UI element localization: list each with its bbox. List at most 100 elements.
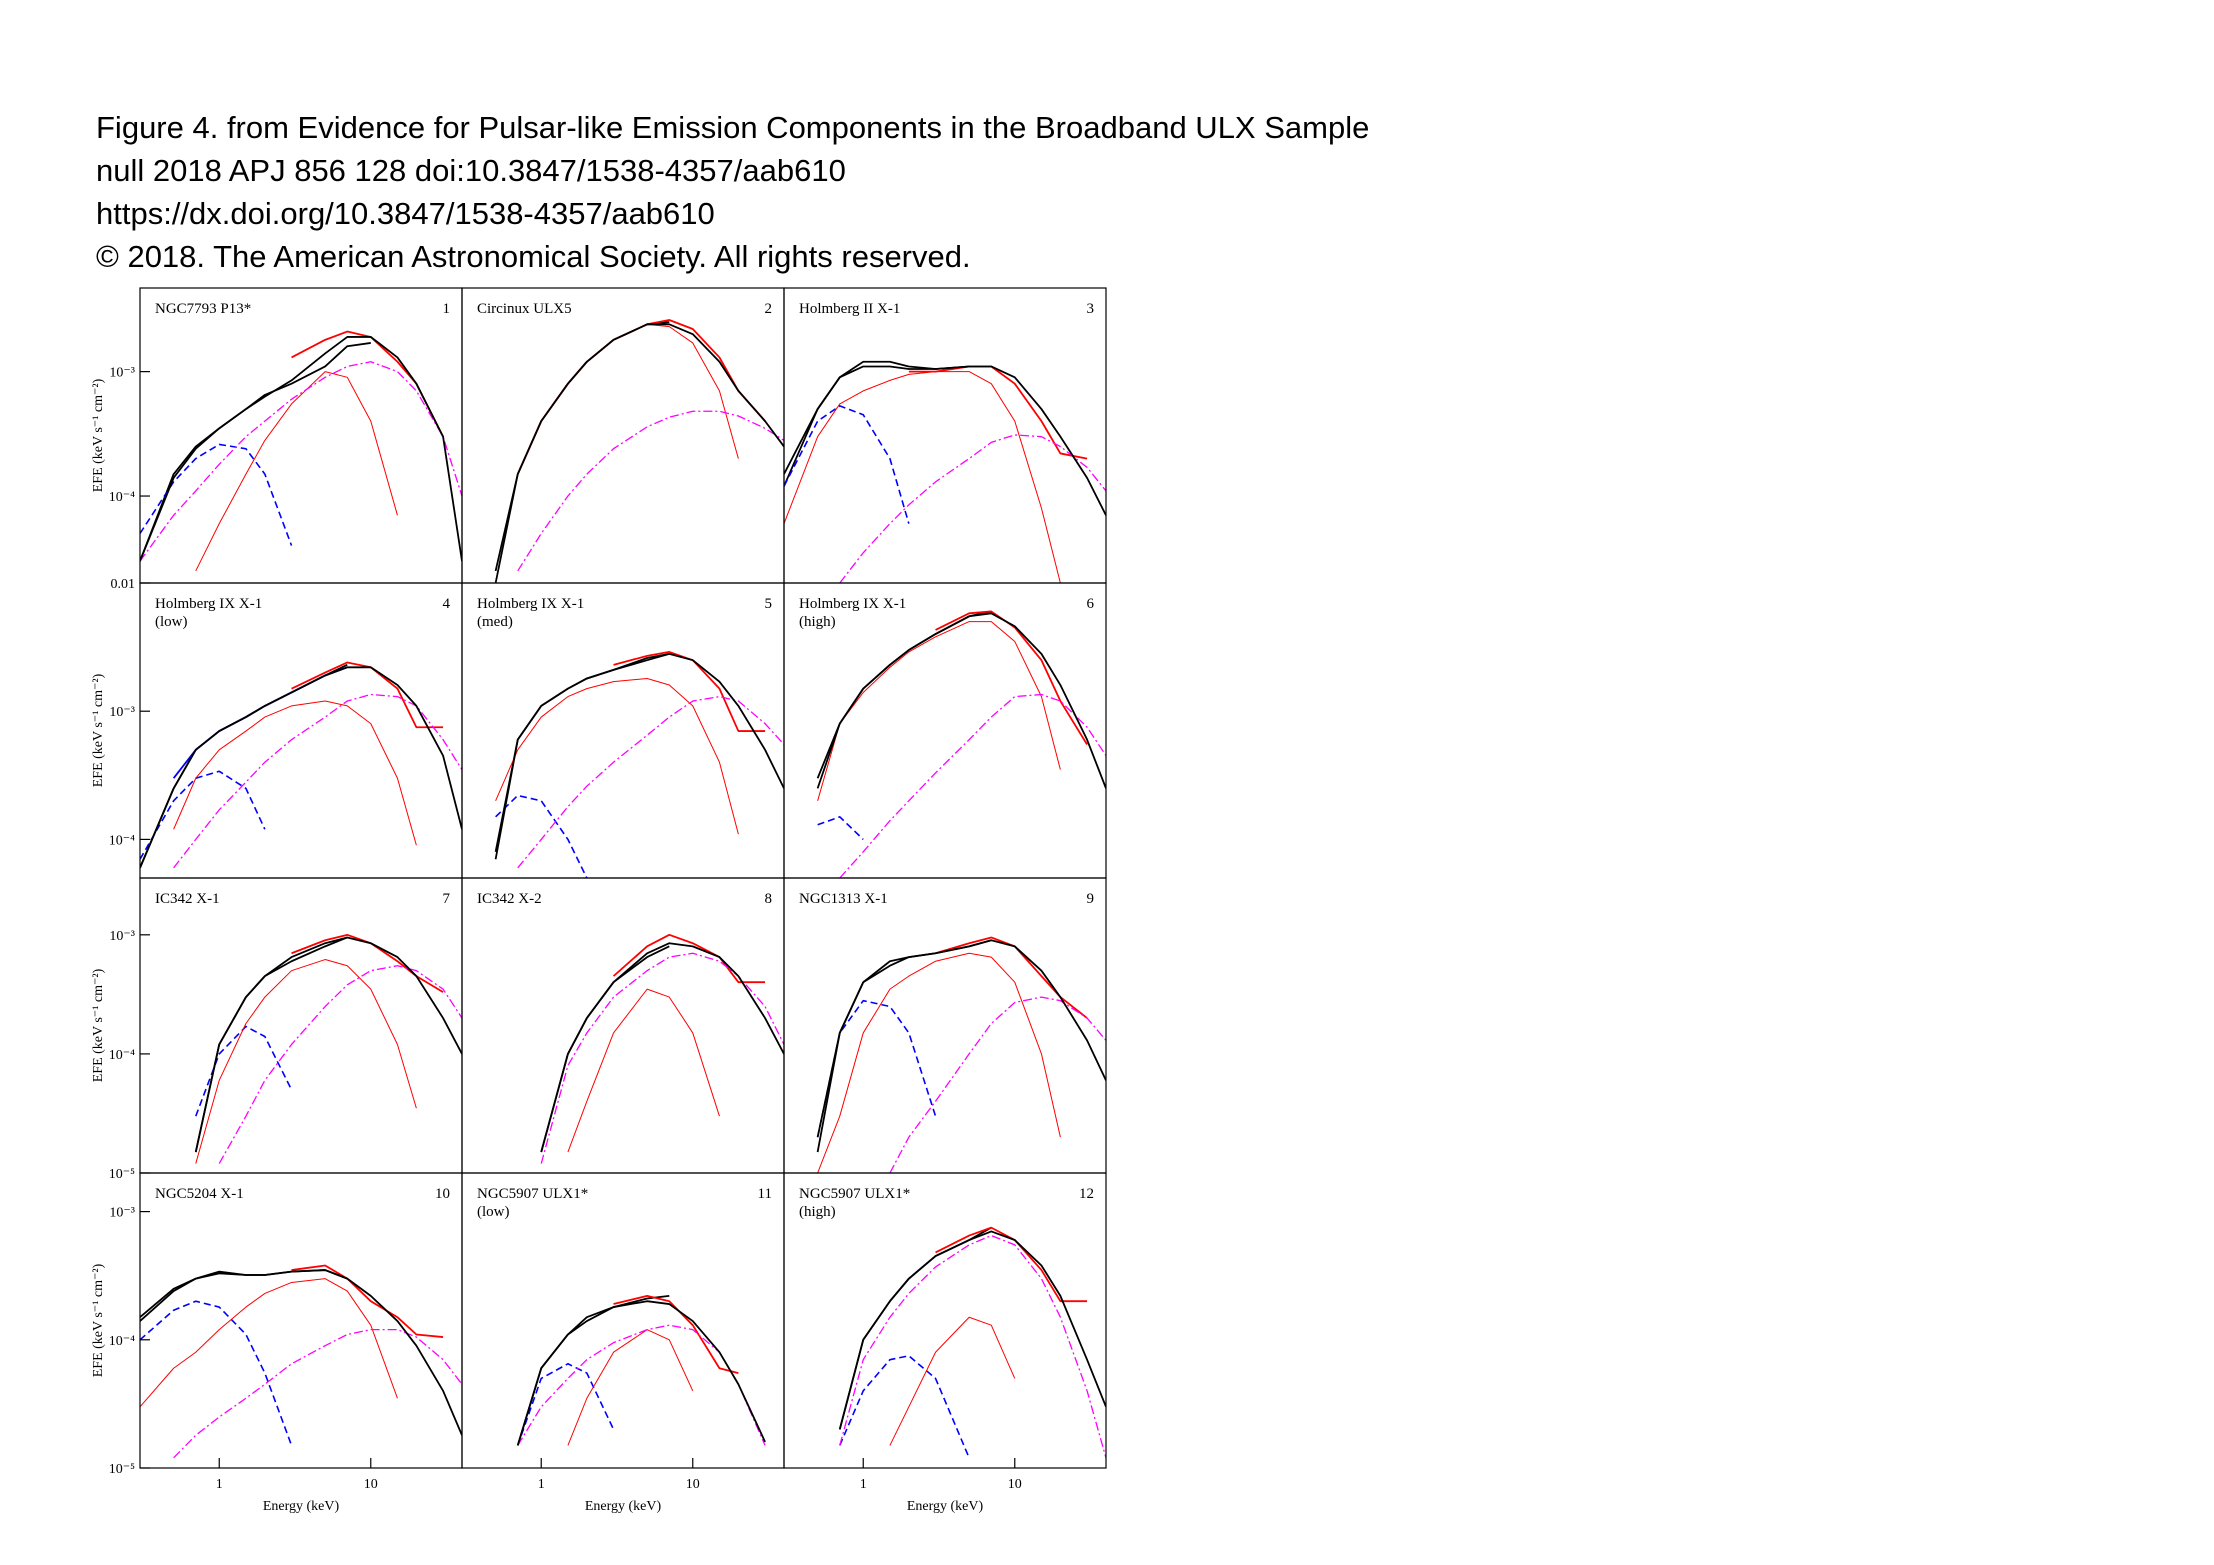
panel-title: Holmberg II X-1 bbox=[799, 301, 900, 317]
x-tick-label: 1 bbox=[860, 1477, 867, 1492]
model-line bbox=[839, 1355, 970, 1459]
model-line bbox=[889, 1316, 1016, 1446]
data-line bbox=[494, 652, 670, 853]
caption-line: Figure 4. from Evidence for Pulsar-like … bbox=[96, 110, 1369, 145]
model-line bbox=[140, 336, 462, 562]
model-line bbox=[494, 652, 784, 860]
model-line bbox=[195, 1025, 293, 1117]
y-tick-label: 10⁻⁴ bbox=[109, 833, 135, 848]
panel-frame bbox=[783, 1172, 1107, 1469]
model-line bbox=[816, 999, 937, 1138]
y-tick-label: 10⁻⁴ bbox=[109, 490, 135, 505]
y-axis-label: EFE (keV s⁻¹ cm⁻²) bbox=[91, 968, 106, 1082]
panel-number: 3 bbox=[1087, 301, 1095, 317]
panel-number: 6 bbox=[1087, 596, 1095, 612]
model-line bbox=[839, 1234, 1106, 1459]
panel-subtitle: (low) bbox=[477, 1204, 510, 1220]
data-line bbox=[838, 1226, 992, 1430]
panel-title: IC342 X-2 bbox=[477, 891, 542, 907]
model-line bbox=[195, 371, 398, 572]
data-line bbox=[816, 939, 992, 1153]
model-line bbox=[495, 677, 739, 835]
model-line bbox=[194, 936, 462, 1153]
model-line bbox=[140, 666, 462, 869]
panel-number: 9 bbox=[1087, 891, 1095, 907]
model-line bbox=[517, 1362, 615, 1446]
model-line bbox=[889, 996, 1106, 1173]
panel-title: Circinux ULX5 bbox=[477, 301, 572, 317]
data-line bbox=[613, 1295, 739, 1374]
model-line bbox=[173, 700, 417, 846]
panel-frame bbox=[783, 287, 1107, 584]
model-line bbox=[816, 939, 1106, 1138]
model-line bbox=[140, 443, 293, 546]
panel-number: 12 bbox=[1079, 1186, 1094, 1202]
panel-title: IC342 X-1 bbox=[155, 891, 220, 907]
data-line bbox=[784, 360, 970, 487]
x-axis-label: Energy (keV) bbox=[907, 1499, 984, 1514]
model-line bbox=[516, 1300, 766, 1446]
data-line bbox=[291, 330, 444, 438]
panel-frame bbox=[461, 877, 785, 1174]
panel-frame bbox=[461, 1172, 785, 1469]
panel-title: NGC5907 ULX1* bbox=[799, 1186, 910, 1202]
y-tick-label: 10⁻⁴ bbox=[109, 1048, 135, 1063]
y-axis-label: EFE (keV s⁻¹ cm⁻²) bbox=[91, 673, 106, 787]
data-line bbox=[140, 664, 348, 869]
y-tick-label: 10⁻³ bbox=[109, 366, 135, 381]
y-tick-label: 10⁻³ bbox=[109, 1206, 135, 1221]
model-line bbox=[140, 1278, 398, 1408]
model-line bbox=[173, 1329, 462, 1459]
model-line bbox=[567, 1329, 694, 1446]
y-tick-label: 10⁻⁴ bbox=[109, 1334, 135, 1349]
y-tick-label: 10⁻⁵ bbox=[109, 1462, 135, 1477]
data-line bbox=[172, 666, 348, 779]
x-tick-label: 10 bbox=[364, 1477, 378, 1492]
data-line bbox=[816, 610, 992, 779]
model-line bbox=[140, 1269, 462, 1436]
model-line bbox=[816, 612, 1106, 789]
y-axis-label: EFE (keV s⁻¹ cm⁻²) bbox=[91, 1263, 106, 1377]
model-line bbox=[140, 770, 266, 860]
panel-frame bbox=[461, 287, 785, 584]
caption-line: https://dx.doi.org/10.3847/1538-4357/aab… bbox=[96, 196, 715, 231]
model-line bbox=[817, 621, 1061, 801]
data-line bbox=[612, 933, 766, 984]
model-line bbox=[495, 323, 739, 572]
model-line bbox=[784, 365, 1106, 516]
panel-subtitle: (high) bbox=[799, 1204, 836, 1220]
model-line bbox=[567, 988, 720, 1153]
x-tick-label: 1 bbox=[538, 1477, 545, 1492]
caption-line: © 2018. The American Astronomical Societ… bbox=[96, 239, 971, 274]
model-line bbox=[495, 794, 588, 878]
y-axis-label: EFE (keV s⁻¹ cm⁻²) bbox=[91, 378, 106, 492]
model-line bbox=[839, 434, 1106, 583]
caption-line: null 2018 APJ 856 128 doi:10.3847/1538-4… bbox=[96, 153, 846, 188]
model-line bbox=[140, 1300, 293, 1446]
model-line bbox=[817, 816, 864, 840]
model-line bbox=[540, 942, 784, 1153]
model-line bbox=[218, 965, 462, 1164]
model-line bbox=[140, 361, 462, 562]
panel-frame bbox=[139, 877, 463, 1174]
panel-title: Holmberg IX X-1 bbox=[799, 596, 906, 612]
x-tick-label: 10 bbox=[1008, 1477, 1022, 1492]
y-tick-label: 10⁻³ bbox=[109, 929, 135, 944]
model-line bbox=[173, 693, 462, 869]
panel-number: 5 bbox=[765, 596, 773, 612]
model-line bbox=[517, 410, 784, 572]
model-line bbox=[838, 1230, 1106, 1430]
data-line bbox=[494, 321, 670, 583]
panel-number: 11 bbox=[758, 1186, 772, 1202]
model-line bbox=[517, 1324, 766, 1446]
x-tick-label: 10 bbox=[686, 1477, 700, 1492]
panel-title: NGC5204 X-1 bbox=[155, 1186, 244, 1202]
model-line bbox=[817, 952, 1061, 1173]
data-line bbox=[540, 945, 670, 1153]
panel-number: 1 bbox=[443, 301, 451, 317]
panel-frame bbox=[139, 1172, 463, 1469]
model-line bbox=[494, 323, 784, 572]
data-line bbox=[140, 342, 371, 562]
